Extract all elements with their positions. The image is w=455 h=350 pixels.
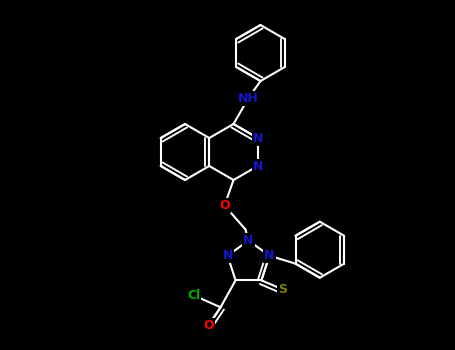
Text: O: O (203, 319, 214, 332)
Text: N: N (264, 249, 275, 262)
Text: S: S (278, 283, 287, 296)
Text: N: N (222, 249, 233, 262)
Text: O: O (219, 199, 230, 212)
Text: Cl: Cl (187, 289, 200, 302)
Text: N: N (243, 234, 254, 247)
Text: N: N (253, 160, 263, 173)
Text: NH: NH (238, 91, 259, 105)
Text: N: N (253, 132, 263, 145)
